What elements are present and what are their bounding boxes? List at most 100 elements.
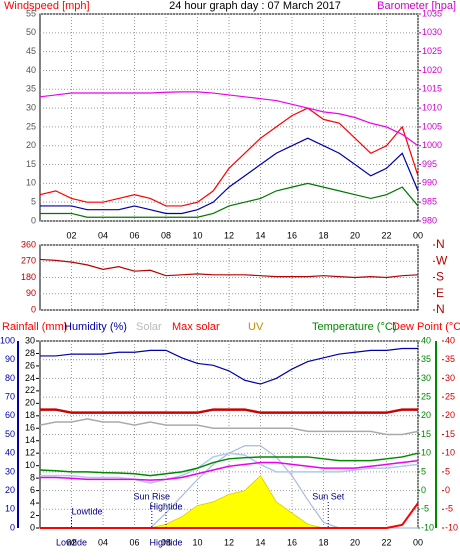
y-tick-label: 1005 <box>422 121 442 131</box>
x-tick-label: 06 <box>129 537 139 547</box>
y-tick-label: W <box>436 253 448 267</box>
y-tick-label: 80 <box>5 373 15 383</box>
y-tick-label: 26 <box>25 360 35 370</box>
y-tick-label: 5 <box>445 466 450 476</box>
y-tick-label: 25 <box>26 121 36 131</box>
y-tick-label: -10 <box>445 522 458 532</box>
y-tick-label: 10 <box>421 448 431 458</box>
line <box>39 258 419 279</box>
x-tick-label: 22 <box>381 230 391 240</box>
x-tick-label: 18 <box>318 537 328 547</box>
legend-label: Rainfall (mm) <box>2 321 67 333</box>
annotation-label: Lowtide <box>72 506 103 516</box>
y-tick-label: 0 <box>31 304 36 314</box>
y-tick-label: 40 <box>5 448 15 458</box>
y-tick-label: 10 <box>445 448 455 458</box>
y-tick-label: 60 <box>5 410 15 420</box>
annotation-label: Hightide <box>149 501 182 511</box>
y-tick-label: 10 <box>5 504 15 514</box>
y-tick-label: 1035 <box>422 8 442 18</box>
legend-label: Temperature (°C) <box>312 321 396 333</box>
y-tick-label: N <box>436 237 445 251</box>
y-tick-label: 15 <box>26 159 36 169</box>
line <box>39 452 419 477</box>
y-tick-label: 20 <box>445 410 455 420</box>
x-tick-label: 20 <box>350 230 360 240</box>
y-tick-label: 990 <box>422 178 437 188</box>
y-tick-label: 55 <box>26 8 36 18</box>
y-tick-label: 15 <box>421 429 431 439</box>
y-tick-label: 70 <box>5 391 15 401</box>
y-tick-label: 50 <box>26 27 36 37</box>
y-tick-label: 20 <box>5 485 15 495</box>
y-tick-label: 35 <box>26 84 36 94</box>
y-tick-label: 5 <box>31 197 36 207</box>
annotation-label: Sun Rise <box>134 491 171 501</box>
x-tick-label: 06 <box>129 230 139 240</box>
x-tick-label: 12 <box>224 230 234 240</box>
y-tick-label: 90 <box>5 354 15 364</box>
y-tick-label: 14 <box>25 435 35 445</box>
line <box>40 452 419 484</box>
wind-axis-label: Windspeed [mph] <box>4 0 90 12</box>
x-tick-label: 22 <box>381 537 391 547</box>
y-tick-label: 1030 <box>422 27 442 37</box>
y-tick-label: 30 <box>5 466 15 476</box>
legend-label: Solar <box>136 321 162 333</box>
y-tick-label: 2 <box>30 510 35 520</box>
y-tick-label: 30 <box>25 335 35 345</box>
y-tick-label: 50 <box>5 429 15 439</box>
y-tick-label: 30 <box>445 373 455 383</box>
y-tick-label: 360 <box>21 239 36 249</box>
y-tick-label: 0 <box>445 485 450 495</box>
legend-label: UV <box>248 321 264 333</box>
y-tick-label: 35 <box>445 354 455 364</box>
y-tick-label: 180 <box>21 272 36 282</box>
y-tick-label: 985 <box>422 197 437 207</box>
y-tick-label: 100 <box>0 335 15 345</box>
x-tick-label: 10 <box>192 230 202 240</box>
y-tick-label: N <box>436 302 445 316</box>
annotation-label: Sun Set <box>312 491 345 501</box>
line <box>40 459 419 481</box>
y-tick-label: 40 <box>445 335 455 345</box>
x-tick-label: 02 <box>66 230 76 240</box>
y-tick-label: 1010 <box>422 102 442 112</box>
x-tick-label: 18 <box>318 230 328 240</box>
y-tick-label: 20 <box>421 410 431 420</box>
y-tick-label: 90 <box>26 288 36 298</box>
y-tick-label: 20 <box>25 398 35 408</box>
tide-label: Hightide <box>149 537 182 547</box>
x-tick-label: 02 <box>66 537 76 547</box>
x-tick-label: 12 <box>224 537 234 547</box>
y-tick-label: 1020 <box>422 65 442 75</box>
x-tick-label: 10 <box>192 537 202 547</box>
x-tick-label: 00 <box>413 537 423 547</box>
y-tick-label: -10 <box>421 522 434 532</box>
y-tick-label: 30 <box>421 373 431 383</box>
y-tick-label: 1015 <box>422 84 442 94</box>
y-tick-label: 1000 <box>422 140 442 150</box>
line <box>39 107 419 207</box>
x-tick-label: 14 <box>255 537 265 547</box>
y-tick-label: 8 <box>30 473 35 483</box>
line <box>39 418 419 436</box>
y-tick-label: 10 <box>25 460 35 470</box>
y-tick-label: 18 <box>25 410 35 420</box>
y-tick-label: 45 <box>26 46 36 56</box>
y-tick-label: 270 <box>21 256 36 266</box>
chart-title: 24 hour graph day : 07 March 2017 <box>169 0 341 12</box>
plot-area <box>39 13 419 222</box>
y-tick-label: 30 <box>26 102 36 112</box>
legend-label: Max solar <box>172 321 220 333</box>
y-tick-label: 35 <box>421 354 431 364</box>
y-tick-label: 0 <box>10 522 15 532</box>
x-tick-label: 14 <box>255 230 265 240</box>
line <box>40 182 419 218</box>
line <box>40 137 419 215</box>
x-tick-label: 04 <box>98 537 108 547</box>
y-tick-label: 25 <box>421 391 431 401</box>
line <box>40 347 418 385</box>
x-tick-label: 16 <box>287 537 297 547</box>
